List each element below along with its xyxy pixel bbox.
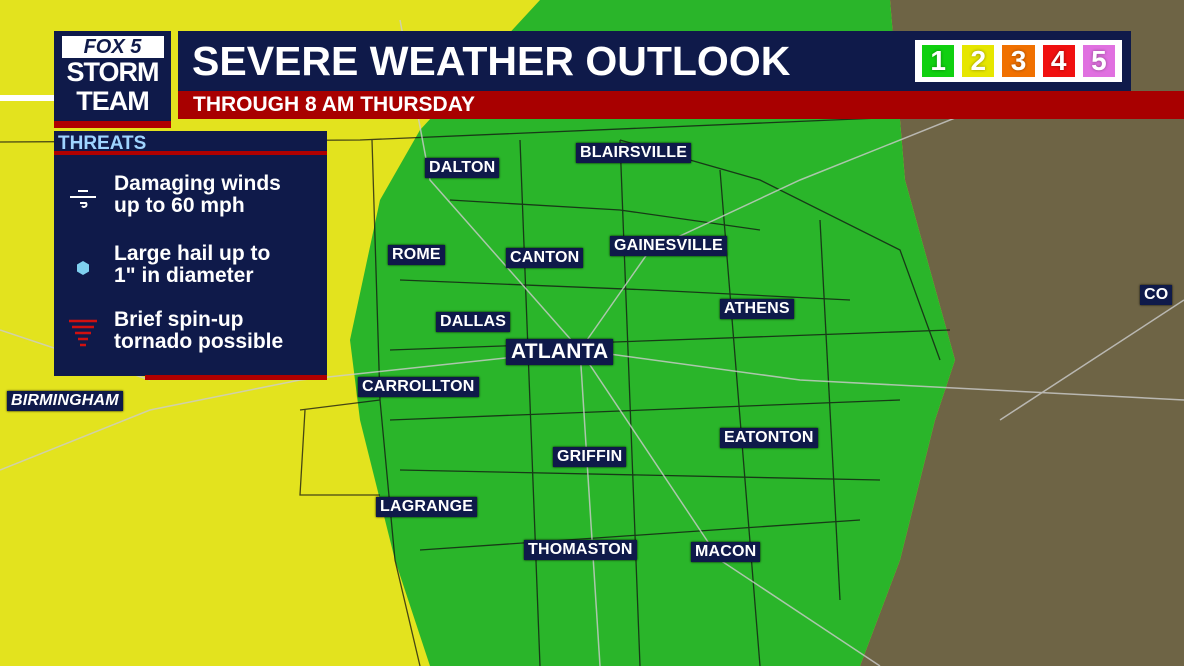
city-label: LAGRANGE [376,497,478,517]
threat-line2: up to 60 mph [114,194,245,217]
city-label: ROME [388,245,445,265]
threats-underline [145,375,327,380]
wind-icon [70,190,96,208]
city-label: BLAIRSVILLE [576,143,692,163]
fox5-storm-team-logo: FOX 5 STORM TEAM [54,31,171,124]
threat-line1: Brief spin-up [114,308,244,331]
logo-team: TEAM [76,86,150,116]
city-label: ATLANTA [506,339,614,365]
subtitle: THROUGH 8 AM THURSDAY [178,91,1184,119]
city-label: CANTON [506,248,584,268]
threat-line1: Damaging winds [114,172,281,195]
threats-heading: THREATS [54,131,327,155]
city-label: ATHENS [720,299,794,319]
logo-fox5: FOX 5 [61,36,164,58]
city-label: CO [1140,285,1173,305]
risk-level-5: 5 [1082,45,1116,77]
page-title: SEVERE WEATHER OUTLOOK [178,31,906,91]
threat-item: Damaging winds up to 60 mph [54,173,327,223]
city-label: MACON [691,542,761,562]
tornado-icon [69,319,97,347]
risk-level-2: 2 [962,45,995,77]
city-label: GRIFFIN [553,447,627,467]
risk-level-3: 3 [1002,45,1035,77]
threat-item: Brief spin-up tornado possible [54,309,327,359]
risk-level-1: 1 [922,45,955,77]
city-label: THOMASTON [524,540,637,560]
threat-line2: 1" in diameter [114,264,254,287]
city-label: EATONTON [720,428,818,448]
city-label: DALLAS [436,312,511,332]
city-label: BIRMINGHAM [7,391,123,411]
threats-panel: THREATS Damaging winds up to 60 mph Large… [54,131,327,376]
threat-line1: Large hail up to [114,242,271,265]
threat-item: Large hail up to 1" in diameter [54,243,327,293]
city-label: CARROLLTON [358,377,479,397]
city-label: DALTON [425,158,500,178]
logo-storm: STORM [66,57,159,87]
terrain-region [860,0,1184,666]
hail-icon [77,261,89,275]
general-thunder-area [350,0,955,666]
risk-level-4: 4 [1042,45,1075,77]
city-label: GAINESVILLE [610,236,727,256]
threat-line2: tornado possible [114,330,284,353]
logo-underline [54,121,171,128]
